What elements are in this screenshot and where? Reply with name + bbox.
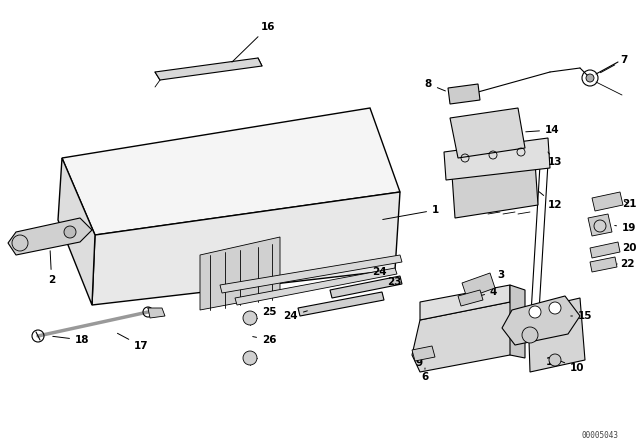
Text: 17: 17 (118, 333, 148, 351)
Text: 13: 13 (548, 152, 563, 167)
Polygon shape (590, 257, 617, 272)
Circle shape (549, 302, 561, 314)
Polygon shape (462, 273, 495, 298)
Text: 25: 25 (253, 307, 276, 317)
Text: 11: 11 (546, 357, 561, 367)
Polygon shape (444, 138, 550, 180)
Polygon shape (148, 308, 165, 318)
Polygon shape (200, 237, 280, 310)
Text: 7: 7 (600, 55, 627, 73)
Text: 24: 24 (284, 311, 307, 321)
Polygon shape (528, 298, 585, 372)
Text: 26: 26 (253, 335, 276, 345)
Text: 12: 12 (539, 192, 563, 210)
Text: 9: 9 (415, 355, 422, 368)
Circle shape (522, 327, 538, 343)
Circle shape (529, 306, 541, 318)
Polygon shape (58, 158, 95, 305)
Circle shape (549, 354, 561, 366)
Polygon shape (510, 285, 525, 358)
Polygon shape (62, 108, 400, 235)
Polygon shape (155, 58, 262, 80)
Polygon shape (452, 162, 538, 218)
Text: 24: 24 (372, 267, 387, 277)
Text: 5: 5 (463, 289, 479, 299)
Polygon shape (220, 255, 402, 293)
Polygon shape (450, 108, 525, 158)
Polygon shape (590, 242, 620, 258)
Circle shape (243, 351, 257, 365)
Text: 16: 16 (232, 22, 275, 62)
Polygon shape (588, 214, 612, 236)
Polygon shape (412, 346, 435, 361)
Polygon shape (92, 192, 400, 305)
Text: 10: 10 (561, 361, 584, 373)
Text: 23: 23 (387, 277, 402, 287)
Text: 00005043: 00005043 (581, 431, 618, 440)
Polygon shape (412, 302, 520, 372)
Text: 19: 19 (615, 223, 636, 233)
Text: 14: 14 (526, 125, 559, 135)
Polygon shape (458, 290, 483, 306)
Circle shape (64, 226, 76, 238)
Text: 15: 15 (571, 311, 593, 321)
Text: 18: 18 (52, 335, 90, 345)
Text: 8: 8 (425, 79, 445, 91)
Text: 4: 4 (475, 287, 497, 297)
Circle shape (586, 74, 594, 82)
Polygon shape (330, 276, 402, 298)
Polygon shape (420, 285, 510, 320)
Text: 20: 20 (618, 243, 637, 253)
Text: 2: 2 (48, 251, 55, 285)
Polygon shape (448, 84, 480, 104)
Polygon shape (8, 218, 92, 255)
Circle shape (12, 235, 28, 251)
Polygon shape (235, 268, 397, 305)
Circle shape (594, 220, 606, 232)
Text: 21: 21 (622, 199, 637, 209)
Polygon shape (298, 292, 384, 316)
Text: 1: 1 (383, 205, 439, 220)
Circle shape (243, 311, 257, 325)
Polygon shape (592, 192, 623, 211)
Text: 3: 3 (483, 270, 504, 284)
Text: 22: 22 (617, 259, 634, 269)
Polygon shape (502, 296, 580, 345)
Text: 6: 6 (421, 368, 428, 382)
